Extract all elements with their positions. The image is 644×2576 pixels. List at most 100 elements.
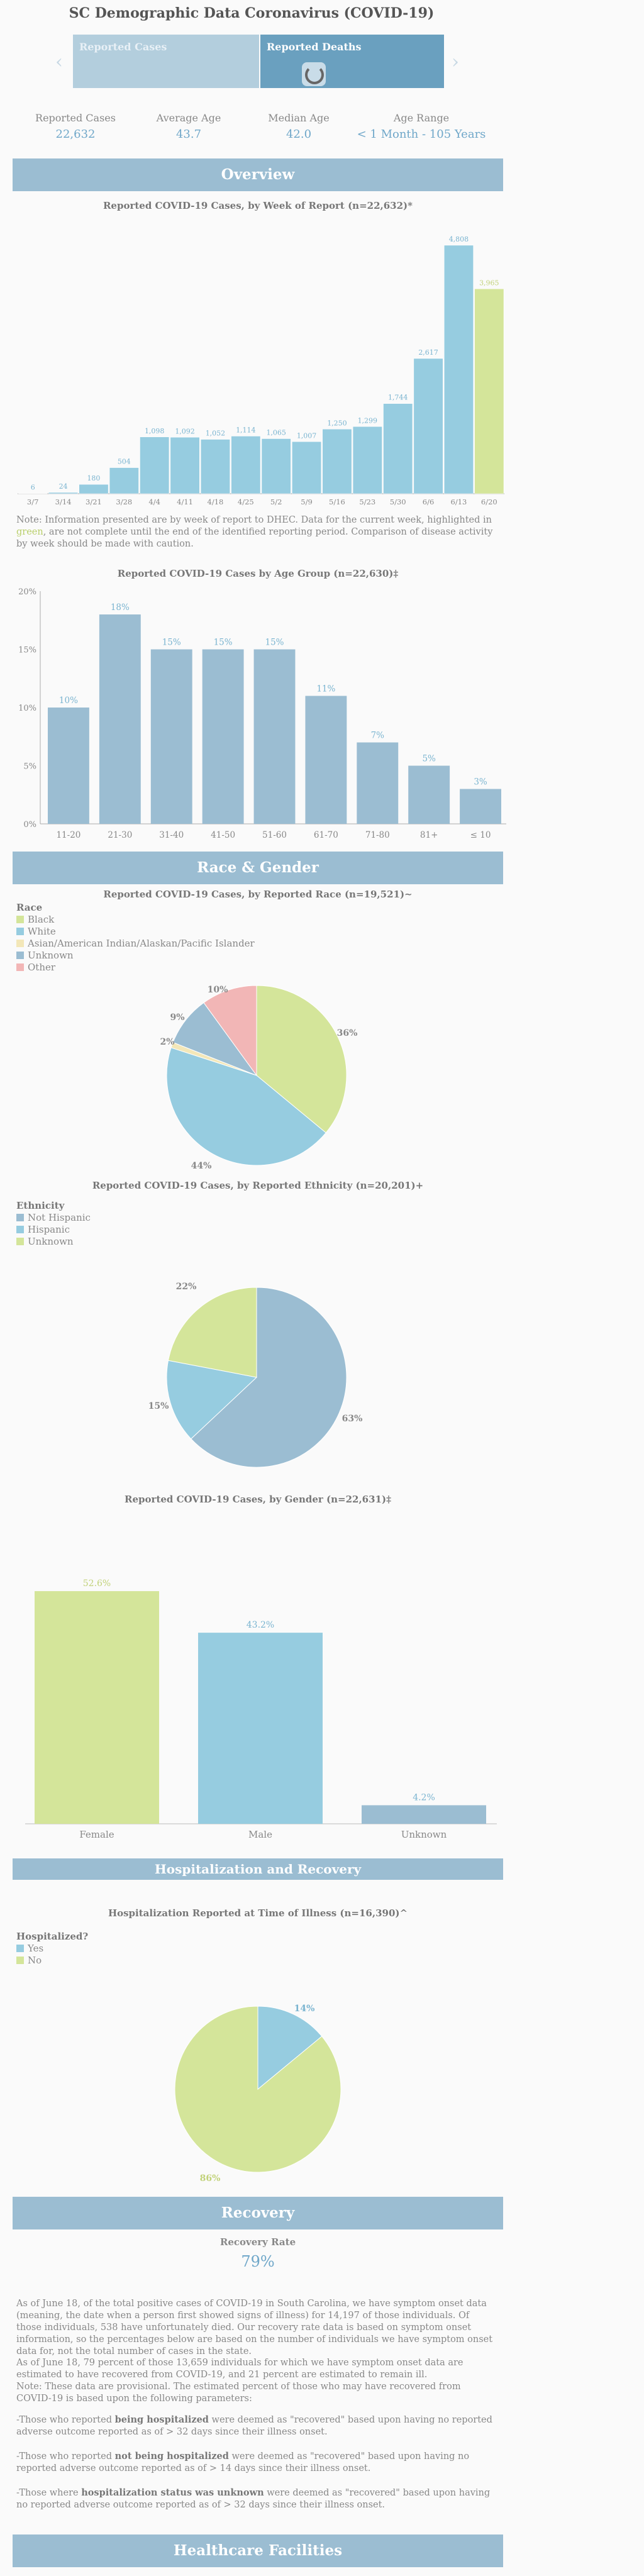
bar bbox=[305, 696, 347, 824]
legend-title: Race bbox=[16, 902, 43, 913]
x-tick-label: 4/4 bbox=[148, 497, 160, 506]
y-tick-label: 0% bbox=[23, 820, 36, 830]
x-tick-label: 5/16 bbox=[329, 497, 345, 506]
pie-slice bbox=[167, 1287, 257, 1378]
x-tick-label: 4/11 bbox=[177, 497, 193, 506]
x-tick-label: 6/20 bbox=[481, 497, 497, 506]
bar bbox=[292, 441, 321, 494]
pie-slice bbox=[191, 1287, 347, 1468]
data-label: 1,098 bbox=[145, 427, 165, 435]
race-legend: Race Black White Asian/American Indian/A… bbox=[16, 902, 255, 974]
data-label: 6 bbox=[31, 484, 35, 492]
ethnicity-chart-title: Reported COVID-19 Cases, by Reported Eth… bbox=[92, 1180, 424, 1191]
carousel: ‹ Reported Cases Reported Deaths › bbox=[55, 35, 463, 88]
data-label: 15% bbox=[265, 638, 284, 648]
bullet-bold: not being hospitalized bbox=[114, 2451, 229, 2462]
data-label: 5% bbox=[422, 754, 436, 764]
bar bbox=[170, 437, 200, 494]
recovery-paragraph: As of June 18, 79 percent of those 13,65… bbox=[16, 2357, 494, 2405]
data-label: 43.2% bbox=[247, 1620, 274, 1630]
legend-item: Black bbox=[16, 914, 255, 926]
hospitalization-legend: Hospitalized? Yes No bbox=[16, 1931, 88, 1967]
slice-label: 22% bbox=[176, 1282, 197, 1292]
x-tick-label: Female bbox=[79, 1829, 114, 1840]
pie-slice bbox=[256, 985, 347, 1133]
legend-title: Hospitalized? bbox=[16, 1931, 89, 1942]
legend-label: Hispanic bbox=[28, 1224, 70, 1235]
stat-label: Age Range bbox=[393, 112, 450, 124]
pie-slice bbox=[257, 2006, 323, 2090]
next-arrow[interactable]: › bbox=[452, 51, 459, 73]
data-label: 3,965 bbox=[479, 279, 499, 287]
data-label: 504 bbox=[118, 458, 131, 466]
section-healthcare-facilities: Healthcare Facilities bbox=[13, 2534, 503, 2567]
x-tick-label: 71-80 bbox=[365, 830, 390, 840]
stat-reported-cases: Reported Cases 22,632 bbox=[25, 112, 126, 141]
ethnicity-legend: Ethnicity Not Hispanic Hispanic Unknown bbox=[16, 1200, 91, 1248]
legend-label: Not Hispanic bbox=[28, 1212, 91, 1223]
x-tick-label: 31-40 bbox=[159, 830, 184, 840]
legend-label: Unknown bbox=[28, 1236, 74, 1247]
x-tick-label: Unknown bbox=[401, 1829, 447, 1840]
legend-label: Unknown bbox=[28, 950, 74, 961]
pie-slice bbox=[174, 2006, 341, 2173]
y-tick-label: 5% bbox=[23, 762, 36, 772]
tab-reported-deaths[interactable]: Reported Deaths bbox=[260, 35, 444, 88]
bullet-text: were deemed as "recovered" based upon ha… bbox=[16, 2415, 492, 2437]
data-label: 1,299 bbox=[358, 416, 378, 425]
data-label: 52.6% bbox=[83, 1579, 111, 1589]
bar bbox=[150, 649, 192, 824]
stat-label: Median Age bbox=[268, 112, 330, 124]
age-chart-title: Reported COVID-19 Cases by Age Group (n=… bbox=[117, 568, 399, 579]
bar bbox=[408, 765, 450, 824]
bullet-bold: being hospitalized bbox=[114, 2414, 209, 2425]
legend-label: Other bbox=[28, 962, 56, 973]
x-tick-label: 5/2 bbox=[270, 497, 282, 506]
section-recovery: Recovery bbox=[13, 2197, 503, 2229]
x-tick-label: 51-60 bbox=[262, 830, 287, 840]
bar bbox=[413, 358, 443, 494]
tab-reported-cases[interactable]: Reported Cases bbox=[73, 35, 259, 88]
bar bbox=[48, 708, 89, 824]
age-chart: 0% 5% 10% 15% 20% 10% 11-20 18% 21-30 15% 31-40 15%… bbox=[18, 587, 506, 840]
legend-label: Yes bbox=[28, 1943, 44, 1954]
hospitalization-chart-title: Hospitalization Reported at Time of Illn… bbox=[108, 1907, 408, 1919]
prev-arrow[interactable]: ‹ bbox=[55, 51, 63, 73]
bar bbox=[35, 1591, 159, 1824]
bar bbox=[474, 289, 504, 494]
stat-age-range: Age Range < 1 Month - 105 Years bbox=[346, 112, 497, 141]
data-label: 4,808 bbox=[449, 235, 469, 243]
stat-value: 22,632 bbox=[55, 128, 96, 141]
x-tick-label: Male bbox=[248, 1829, 272, 1840]
bullet-text: -Those where bbox=[16, 2488, 82, 2498]
section-hospitalization: Hospitalization and Recovery bbox=[13, 1858, 503, 1880]
bullet-text: -Those who reported bbox=[16, 2415, 115, 2425]
week-chart-title: Reported COVID-19 Cases, by Week of Repo… bbox=[103, 200, 413, 211]
x-tick-label: 41-50 bbox=[211, 830, 235, 840]
slice-label: 2% bbox=[160, 1037, 174, 1047]
stat-value: < 1 Month - 105 Years bbox=[357, 128, 486, 141]
data-label: 1,114 bbox=[236, 426, 256, 434]
data-label: 18% bbox=[111, 602, 130, 613]
legend-item: No bbox=[16, 1955, 88, 1967]
bar bbox=[140, 436, 170, 494]
bar bbox=[253, 649, 296, 824]
x-tick-label: 11-20 bbox=[56, 830, 80, 840]
race-chart-title: Reported COVID-19 Cases, by Reported Rac… bbox=[103, 889, 413, 900]
bar bbox=[198, 1633, 323, 1824]
data-label: 4.2% bbox=[413, 1792, 435, 1802]
y-tick-label: 10% bbox=[18, 704, 36, 713]
legend-item: Unknown bbox=[16, 950, 255, 962]
recovery-text: Note: These data are provisional. The es… bbox=[16, 2382, 461, 2404]
race-pie-chart: 36% 44% 2% 9% 10% bbox=[160, 985, 357, 1171]
x-tick-label: 5/23 bbox=[359, 497, 375, 506]
legend-title: Ethnicity bbox=[16, 1200, 65, 1211]
week-chart-note: Note: Information presented are by week … bbox=[16, 514, 494, 550]
legend-item: White bbox=[16, 926, 255, 938]
stat-label: Average Age bbox=[156, 112, 221, 124]
x-tick-label: 3/21 bbox=[86, 497, 102, 506]
bar bbox=[383, 403, 413, 494]
bar bbox=[357, 742, 399, 824]
data-label: 7% bbox=[371, 731, 385, 741]
bullet-text: were deemed as "recovered" based upon ha… bbox=[16, 2451, 470, 2473]
